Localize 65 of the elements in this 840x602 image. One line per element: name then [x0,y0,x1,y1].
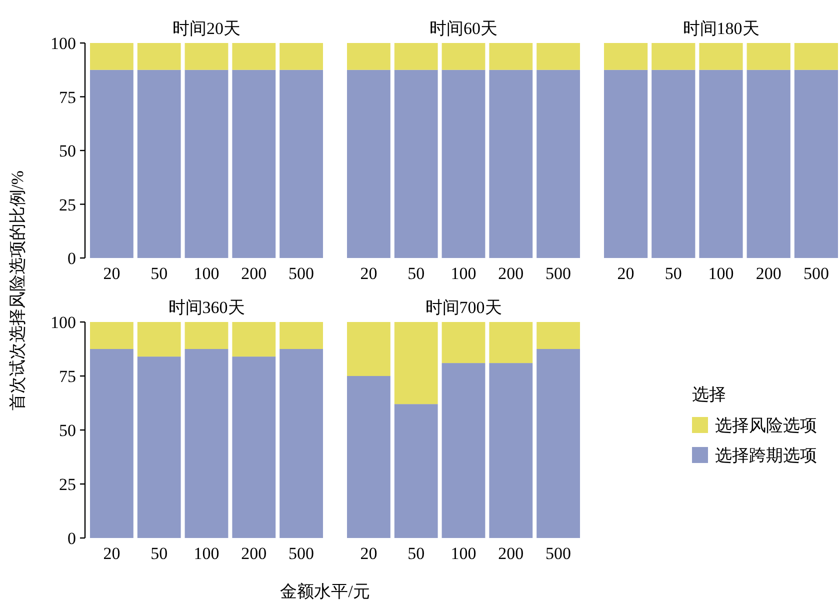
bar [90,322,134,349]
bar [137,322,181,357]
bar [137,356,181,538]
x-tick-label: 50 [408,544,425,563]
chart-title: 时间180天 [682,19,760,38]
y-tick-label: 50 [59,142,76,160]
bar [232,322,276,357]
x-tick-label: 50 [150,544,168,563]
bar [232,356,276,538]
y-tick-label: 0 [68,249,76,268]
x-tick-label: 100 [450,544,476,563]
y-axis-title: 首次试次选择风险选项的比例/% [8,170,27,410]
chart-title: 时间700天 [425,298,502,317]
x-tick-label: 200 [498,264,524,283]
bar [442,363,486,538]
x-tick-label: 20 [360,264,378,283]
x-tick-label: 50 [664,264,682,283]
y-tick-label: 25 [59,475,76,494]
bar [347,376,390,538]
x-tick-label: 50 [408,264,425,283]
bar [394,404,438,538]
bar [90,349,134,538]
x-tick-label: 200 [756,264,782,283]
x-tick-label: 500 [288,544,314,563]
x-tick-label: 500 [803,264,829,283]
y-tick-label: 50 [59,421,76,440]
bar [184,322,228,349]
x-tick-label: 100 [450,264,476,283]
x-tick-label: 500 [546,544,572,563]
y-tick-label: 0 [68,529,76,548]
x-tick-label: 20 [103,264,120,283]
x-tick-label: 200 [241,544,267,563]
bar [347,322,390,376]
x-axis-title: 金额水平/元 [280,582,370,601]
bar [184,349,228,538]
bar [489,363,533,538]
x-tick-label: 20 [617,264,634,283]
bar [280,349,323,538]
x-tick-label: 500 [546,264,572,283]
x-tick-label: 200 [498,544,524,563]
x-tick-label: 100 [194,264,220,283]
bar [536,322,580,349]
x-tick-label: 20 [103,544,120,563]
legend-label: 选择风险选项 [715,416,817,435]
bar [280,322,323,349]
x-tick-label: 500 [288,264,314,283]
chart-title: 时间20天 [172,19,240,38]
y-tick-label: 25 [59,195,76,214]
bar [536,349,580,538]
y-tick-label: 100 [50,313,76,332]
x-tick-label: 200 [241,264,267,283]
bar [394,322,438,404]
legend-title: 选择 [692,385,726,404]
y-tick-label: 75 [59,88,76,107]
x-tick-label: 20 [360,544,378,563]
chart-title: 时间60天 [430,19,498,38]
x-tick-label: 50 [150,264,168,283]
x-tick-label: 100 [708,264,734,283]
bar [442,322,486,364]
y-tick-label: 75 [59,367,76,386]
chart-title: 时间360天 [168,298,245,317]
bar [489,322,533,364]
x-tick-label: 100 [194,544,220,563]
y-tick-label: 100 [50,34,76,53]
legend-label: 选择跨期选项 [715,446,817,465]
